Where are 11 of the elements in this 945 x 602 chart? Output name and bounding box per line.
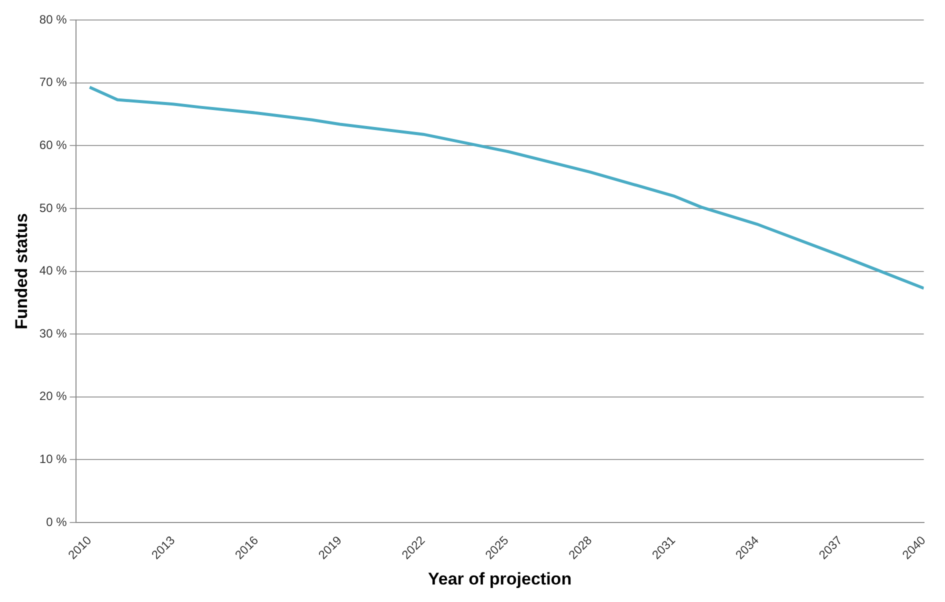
y-tick-label: 50 % [39, 200, 68, 215]
y-axis-title: Funded status [12, 213, 31, 330]
y-tick-label: 40 % [39, 264, 68, 278]
y-tick-label: 70 % [39, 75, 68, 90]
y-tick-label: 60 % [39, 138, 68, 152]
y-tick-label: 80 % [39, 12, 68, 26]
x-axis-title: Year of projection [428, 569, 572, 588]
y-tick-label: 10 % [39, 452, 68, 466]
y-tick-label: 30 % [39, 326, 68, 340]
y-tick-label: 0 % [46, 514, 68, 529]
y-tick-label: 20 % [39, 389, 68, 404]
